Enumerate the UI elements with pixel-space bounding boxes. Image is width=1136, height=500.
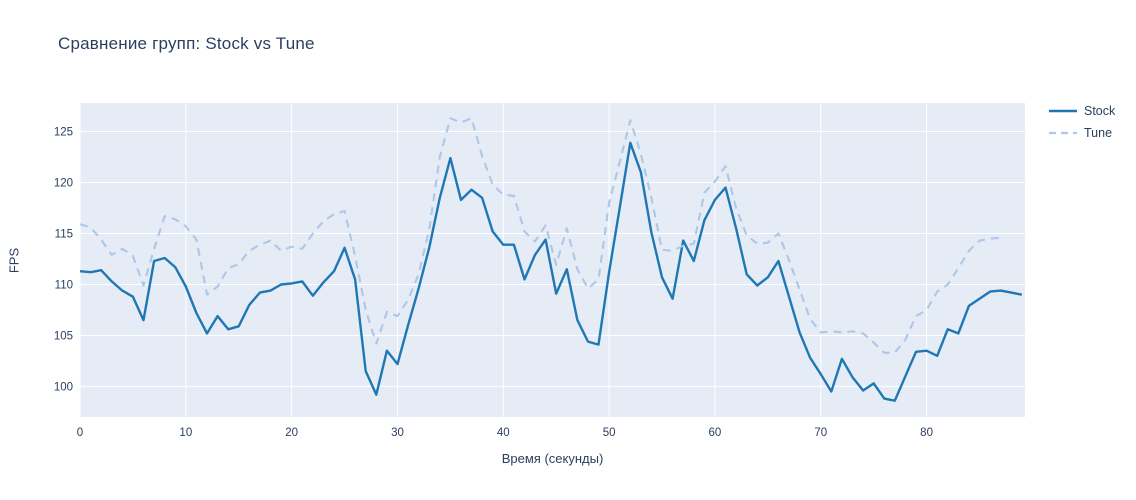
y-tick-label: 115: [55, 228, 73, 240]
tune-line-swatch-icon: [1049, 131, 1077, 135]
series-line-tune[interactable]: [79, 117, 1001, 354]
x-tick-label: 50: [603, 427, 616, 439]
legend-item-stock[interactable]: Stock: [1048, 103, 1115, 119]
x-tick-label: 80: [920, 427, 933, 439]
y-axis-title: FPS: [6, 247, 22, 274]
y-tick-label: 125: [54, 127, 73, 139]
y-tick-label: 105: [54, 330, 73, 342]
legend-label-tune: Tune: [1084, 126, 1113, 140]
chart-title: Сравнение групп: Stock vs Tune: [58, 34, 315, 53]
y-tick-label: 110: [55, 279, 73, 291]
y-tick-label: 100: [54, 381, 73, 393]
legend-item-tune[interactable]: Tune: [1048, 125, 1115, 141]
x-tick-label: 60: [709, 427, 722, 439]
plot-background: [80, 103, 1025, 417]
x-tick-label: 40: [497, 427, 510, 439]
x-tick-label: 70: [814, 427, 827, 439]
x-tick-label: 0: [77, 427, 83, 439]
x-tick-label: 10: [179, 427, 192, 439]
x-tick-label: 20: [285, 427, 298, 439]
legend: Stock Tune: [1048, 103, 1115, 141]
x-tick-label: 30: [391, 427, 404, 439]
y-tick-label: 120: [54, 178, 73, 190]
x-axis-title: Время (секунды): [501, 451, 604, 466]
series-line-stock[interactable]: [79, 141, 1023, 402]
stock-line-swatch-icon: [1049, 109, 1077, 113]
legend-label-stock: Stock: [1084, 104, 1116, 118]
